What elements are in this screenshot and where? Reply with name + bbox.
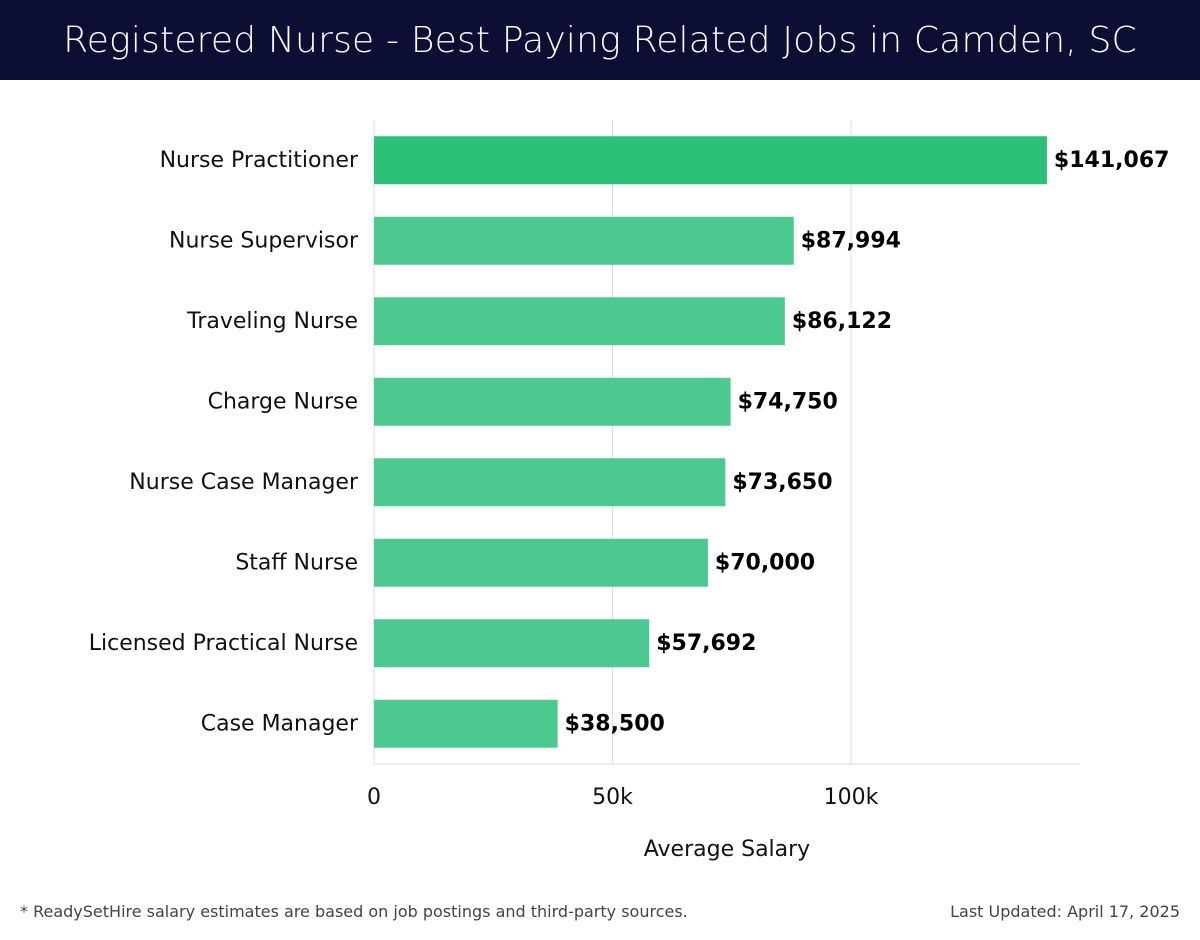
bar [374,619,650,668]
bar [374,297,785,346]
x-axis-title: Average Salary [644,837,810,862]
page-title: Registered Nurse - Best Paying Related J… [63,19,1137,61]
category-label: Staff Nurse [235,550,358,575]
bar [374,377,731,426]
bar [374,458,726,507]
value-label: $70,000 [715,550,815,575]
value-label: $38,500 [565,711,665,736]
category-label: Charge Nurse [208,389,358,414]
value-label: $57,692 [656,631,756,656]
bar [374,538,708,587]
category-label: Nurse Practitioner [160,148,359,173]
bar [374,136,1047,185]
category-label: Nurse Supervisor [169,228,359,253]
value-label: $73,650 [732,470,832,495]
footer-note: * ReadySetHire salary estimates are base… [20,902,688,921]
bar-chart: Nurse Practitioner $141,067 Nurse Supervis… [89,120,1170,862]
last-updated: Last Updated: April 17, 2025 [950,902,1180,921]
value-label: $87,994 [801,228,901,253]
x-tick-label: 0 [367,785,381,810]
category-label: Traveling Nurse [186,309,358,334]
value-label: $74,750 [738,389,838,414]
value-label: $141,067 [1054,148,1170,173]
category-label: Case Manager [201,711,359,736]
bar [374,216,794,265]
bar [374,699,558,748]
category-label: Licensed Practical Nurse [89,631,358,656]
value-label: $86,122 [792,309,892,334]
x-tick-label: 100k [824,785,879,810]
chart-header: Registered Nurse - Best Paying Related J… [0,0,1200,80]
category-label: Nurse Case Manager [129,470,359,495]
x-tick-label: 50k [592,785,633,810]
